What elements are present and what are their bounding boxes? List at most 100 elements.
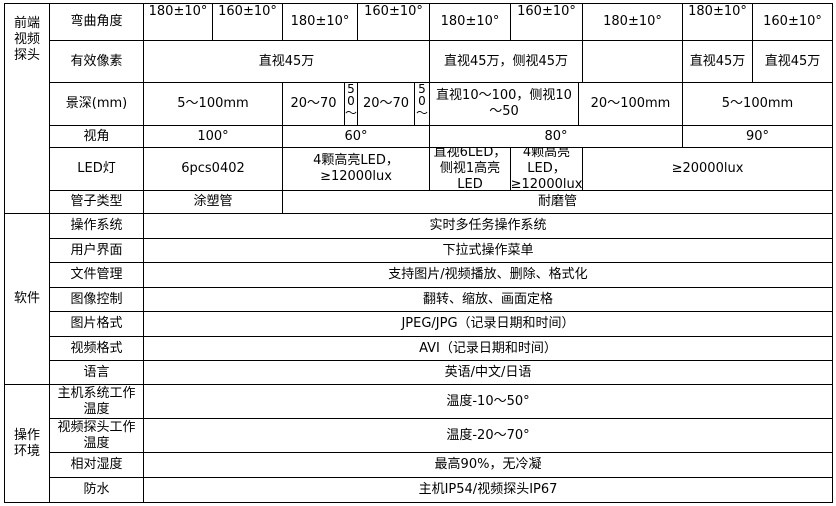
cell-text: ≥20000lux: [671, 161, 744, 176]
cell: 160±10°: [212, 3, 283, 41]
group-label: 操作环境: [13, 427, 40, 459]
cell: 主机IP54/视频探头IP67: [143, 477, 833, 503]
cell: 4颗高亮LED，≥12000lux: [510, 147, 583, 191]
cell: AVI（记录日期和时间）: [143, 336, 833, 361]
cell-text: LED灯: [77, 161, 116, 176]
cell: 160±10°: [510, 3, 583, 41]
cell-text: 180±10°: [688, 4, 747, 19]
cell-text: 温度-10～50°: [446, 393, 530, 409]
cell: 100°: [143, 125, 283, 148]
cell: 直视45万: [682, 40, 753, 83]
row-label: 景深(mm): [49, 82, 144, 126]
cell-text: 英语/中文/日语: [444, 364, 532, 380]
cell-text: 4颗高亮LED，≥12000lux: [313, 153, 399, 184]
cell-text: JPEG/JPG（记录日期和时间）: [401, 316, 575, 331]
cell: 温度-10～50°: [143, 384, 833, 419]
row-label: 有效像素: [49, 40, 144, 83]
cell: 6pcs0402: [143, 147, 283, 191]
cell-text: 主机IP54/视频探头IP67: [418, 482, 558, 497]
cell-text: 文件管理: [70, 267, 123, 282]
cell: 直视45万: [143, 40, 430, 83]
cell: 5～100mm: [143, 82, 283, 126]
cell: 翻转、缩放、画面定格: [143, 287, 833, 312]
cell: 160±10°: [752, 3, 833, 41]
group-env: 操作环境: [4, 384, 50, 503]
cell-text: 直视45万: [258, 53, 315, 69]
cell: 温度-20～70°: [143, 418, 833, 453]
cell-text: 20～100mm: [590, 96, 671, 111]
cell: ≥20000lux: [582, 147, 833, 191]
cell: 20～70: [282, 82, 345, 126]
cell-text: 涂塑管: [193, 194, 233, 209]
row-label: 文件管理: [49, 262, 144, 288]
row-label: LED灯: [49, 147, 144, 191]
cell-text: 防水: [83, 482, 110, 497]
row-label: 防水: [49, 477, 144, 503]
cell: 直视45万，侧视45万: [429, 40, 583, 83]
cell-text: 操作系统: [70, 218, 123, 233]
cell-text: 直视10～100，侧视10～50: [436, 88, 572, 119]
cell-text: 直视45万: [764, 53, 821, 69]
cell: 160±10°: [357, 3, 430, 41]
cell: 80°: [429, 125, 683, 148]
cell-text: 语言: [83, 364, 110, 380]
cell: 180±10°: [582, 3, 683, 41]
cell-text: 60°: [344, 128, 368, 144]
cell: 20～70: [357, 82, 415, 126]
cell: 耐磨管: [282, 190, 833, 214]
cell-text: 160±10°: [763, 14, 822, 29]
cell-text: 最高90%，无冷凝: [434, 457, 542, 472]
cell-text: 翻转、缩放、画面定格: [422, 291, 553, 307]
cell-text: 主机系统工作温度: [57, 385, 136, 417]
cell-text: 160±10°: [517, 4, 576, 19]
row-label: 图片格式: [49, 311, 144, 337]
cell: 实时多任务操作系统: [143, 213, 833, 239]
cell: 180±10°: [282, 3, 358, 41]
row-label: 视频探头工作温度: [49, 418, 144, 453]
cell-text: 直视45万，侧视45万: [443, 53, 569, 69]
cell: 180±10°: [429, 3, 511, 41]
cell-text: 相对湿度: [70, 457, 123, 472]
cell: 直视6LED，侧视1高亮LED: [429, 147, 511, 191]
cell-text: 5～100mm: [177, 96, 249, 111]
row-label: 相对湿度: [49, 452, 144, 478]
cell: 180±10°: [143, 3, 213, 41]
row-label: 视角: [49, 125, 144, 148]
cell-text: 20～70: [290, 96, 337, 111]
cell: 4颗高亮LED，≥12000lux: [282, 147, 430, 191]
cell-text: 支持图片/视频播放、删除、格式化: [388, 267, 588, 282]
cell-text: 视频探头工作温度: [57, 419, 136, 451]
row-label: 主机系统工作温度: [49, 384, 144, 419]
cell: 180±10°: [682, 3, 753, 41]
cell-text: 50～: [415, 82, 428, 120]
cell-text: 80°: [544, 128, 568, 144]
cell-text: 温度-20～70°: [446, 427, 530, 443]
row-label: 语言: [49, 360, 144, 385]
cell: 支持图片/视频播放、删除、格式化: [143, 262, 833, 288]
cell-text: 弯曲角度: [70, 14, 123, 29]
cell: JPEG/JPG（记录日期和时间）: [143, 311, 833, 337]
group-label: 软件: [13, 291, 40, 306]
cell-text: 6pcs0402: [181, 161, 245, 176]
row-label: 弯曲角度: [49, 3, 144, 41]
cell: [582, 40, 683, 83]
cell: 90°: [682, 125, 833, 148]
cell-text: 160±10°: [364, 4, 423, 19]
cell-text: 实时多任务操作系统: [429, 218, 547, 233]
row-label: 管子类型: [49, 190, 144, 214]
cell: 50～: [344, 82, 358, 126]
cell-text: 180±10°: [603, 14, 662, 29]
row-label: 视频格式: [49, 336, 144, 361]
row-label: 操作系统: [49, 213, 144, 239]
cell-text: 视角: [83, 128, 110, 144]
cell-text: 直视45万: [689, 53, 746, 69]
cell-text: 用户界面: [70, 242, 123, 258]
cell: 最高90%，无冷凝: [143, 452, 833, 478]
cell-text: 耐磨管: [537, 194, 577, 209]
cell-text: 下拉式操作菜单: [442, 242, 534, 258]
cell-text: 直视6LED，侧视1高亮LED: [433, 147, 507, 191]
group-probe: 前端视频探头: [4, 3, 50, 214]
cell-text: 5～100mm: [721, 96, 794, 111]
cell: 英语/中文/日语: [143, 360, 833, 385]
cell: 50～: [414, 82, 430, 126]
